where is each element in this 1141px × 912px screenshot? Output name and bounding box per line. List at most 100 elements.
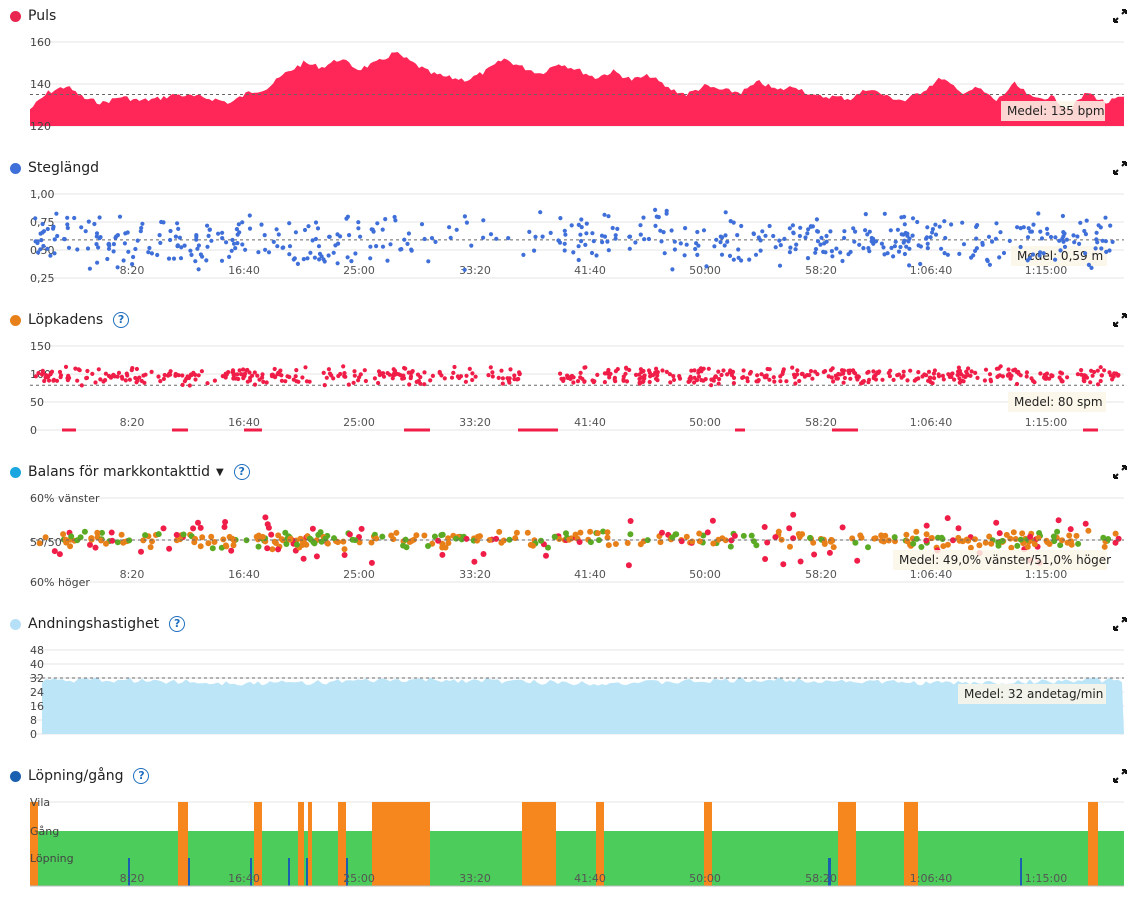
andning-chart[interactable]: 8:2016:4025:0033:2041:4050:0058:201:06:4… [0, 608, 1141, 760]
stride-point [1015, 225, 1020, 230]
lopning-chart[interactable]: 8:20 16:40 25:00 33:20 41:40 50:00 58:20 1:06:4… [0, 760, 1141, 900]
y-tick-label: 8 [30, 714, 37, 727]
y-tick-label: 0 [30, 424, 37, 437]
balance-point [1010, 529, 1017, 536]
expand-icon[interactable] [1113, 769, 1127, 783]
stride-point [805, 256, 811, 261]
balance-point [996, 530, 1003, 537]
balance-point [637, 541, 644, 548]
stride-point [353, 251, 358, 256]
stride-point [906, 239, 911, 244]
stride-point [1060, 213, 1065, 219]
cadence-point [372, 376, 377, 381]
stride-point [797, 233, 803, 239]
balance-point [1064, 539, 1071, 546]
stride-point [739, 258, 744, 263]
cadence-point [1088, 380, 1093, 385]
stride-point [960, 220, 965, 225]
balance-point [940, 543, 947, 550]
cadence-point [795, 368, 800, 373]
balance-point [995, 539, 1002, 546]
stride-point [182, 243, 187, 248]
balance-point [780, 561, 787, 568]
balance-point [421, 532, 428, 539]
balance-point [772, 534, 779, 541]
cadence-point [58, 375, 63, 380]
lopkadens-chart[interactable]: 8:20 16:40 25:00 33:20 41:40 50:00 58:20 1:06:4… [0, 304, 1141, 456]
help-icon[interactable]: ? [133, 768, 150, 784]
balance-point [221, 524, 228, 530]
stride-point [578, 232, 583, 237]
steglangd-chart[interactable]: 8:20 16:40 25:00 33:20 41:40 50:00 58:20 1:06:4… [0, 152, 1141, 304]
balance-point [60, 531, 67, 538]
help-icon[interactable]: ? [169, 616, 186, 632]
expand-icon[interactable] [1113, 161, 1127, 175]
cadence-point [1014, 381, 1020, 387]
help-icon[interactable]: ? [233, 464, 250, 480]
chevron-down-icon[interactable]: ▼ [216, 466, 224, 478]
balance-point [826, 549, 833, 556]
stride-point [589, 250, 595, 256]
cadence-point [571, 380, 576, 385]
cadence-point [1049, 373, 1054, 378]
cadence-point [139, 378, 144, 384]
balance-point [587, 539, 594, 546]
cadence-point [356, 378, 361, 383]
stride-point [627, 234, 632, 239]
lopkadens-panel: Löpkadens ? 8:20 16:40 25:00 33:20 41:40 50:0… [0, 304, 1141, 456]
y-tick-label: 160 [30, 36, 51, 49]
expand-icon[interactable] [1113, 313, 1127, 327]
stride-point [736, 247, 741, 252]
stride-point [682, 253, 687, 258]
stride-point [316, 244, 322, 249]
stride-point [247, 213, 252, 218]
stride-point [633, 240, 638, 245]
puls-panel: Puls 8:2016:4025:0033:2041:4050:0058:201… [0, 0, 1141, 152]
cadence-point [247, 370, 252, 375]
stride-point [40, 221, 45, 227]
balance-point [696, 538, 703, 545]
balance-point [731, 532, 738, 539]
expand-icon[interactable] [1113, 9, 1127, 23]
expand-icon[interactable] [1113, 465, 1127, 479]
balance-point [604, 529, 611, 536]
cadence-point [810, 376, 815, 381]
balance-point [149, 538, 155, 545]
cadence-point [871, 369, 876, 374]
cadence-point [1079, 368, 1084, 373]
stride-point [1061, 230, 1066, 235]
stride-point [579, 217, 584, 222]
cadence-point [463, 379, 468, 384]
stride-point [638, 232, 643, 237]
stride-point [815, 229, 820, 234]
cadence-point [173, 371, 178, 377]
x-tick-label: 33:20 [459, 416, 491, 429]
cadence-point [821, 369, 826, 375]
stride-point [924, 235, 930, 240]
balance-point [253, 533, 260, 540]
cadence-point [671, 374, 676, 379]
y-tick-label: 60% vänster [30, 492, 100, 505]
stride-point [957, 251, 962, 256]
x-tick-label: 8:20 [120, 872, 145, 885]
balance-point [551, 533, 558, 540]
stride-point [910, 216, 916, 221]
balance-point [993, 519, 1000, 526]
expand-icon[interactable] [1113, 617, 1127, 631]
help-icon[interactable]: ? [113, 312, 130, 328]
average-label: Medel: 80 spm [1014, 395, 1103, 409]
stride-point [814, 217, 820, 222]
gang-area [30, 831, 1124, 886]
breathing-area [42, 677, 1124, 734]
stride-point [787, 226, 792, 231]
stride-point [584, 221, 589, 226]
stride-point [338, 234, 343, 239]
puls-chart[interactable]: 8:2016:4025:0033:2041:4050:0058:201:06:4… [0, 0, 1141, 152]
stride-point [778, 243, 783, 248]
cadence-point [988, 377, 993, 382]
balance-point [268, 531, 275, 538]
stride-point [358, 234, 363, 239]
stride-point [39, 238, 44, 243]
balance-point [627, 518, 634, 524]
balans-chart[interactable]: 8:20 16:40 25:00 33:20 41:40 50:00 58:20 1:06:4… [0, 456, 1141, 608]
